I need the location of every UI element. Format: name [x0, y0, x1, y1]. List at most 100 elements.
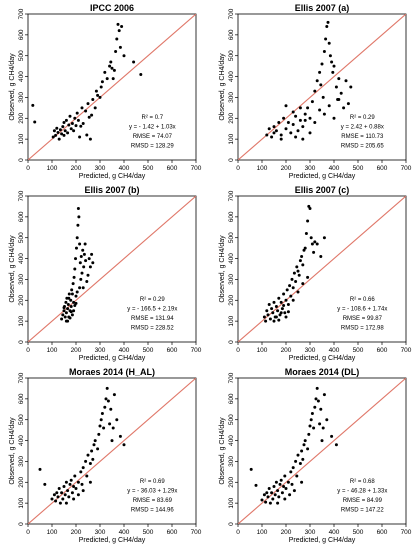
plot-frame: [237, 377, 407, 525]
data-point: [108, 422, 112, 426]
y-tick-label: 600: [18, 211, 25, 222]
y-tick-label: 500: [228, 232, 235, 243]
data-point: [57, 487, 61, 491]
data-point: [306, 219, 310, 223]
y-tick-label: 400: [18, 435, 25, 446]
data-point: [272, 125, 276, 129]
x-axis-label: Predicted, g CH4/day: [289, 173, 356, 180]
data-point: [81, 122, 85, 125]
data-point: [277, 296, 281, 300]
data-point: [98, 424, 102, 428]
data-point: [72, 484, 76, 488]
y-axis-label: Observed, g CH4/day: [219, 417, 226, 485]
data-point: [346, 102, 350, 106]
data-point: [282, 484, 286, 488]
y-tick-label: 100: [18, 133, 25, 144]
x-tick-label: 100: [47, 529, 58, 536]
data-point: [319, 407, 323, 411]
data-point: [68, 482, 72, 486]
x-axis-label: Predicted, g CH4/day: [79, 537, 146, 544]
chart-panel-5: Moraes 2014 (H_AL) 0 100 200 300 400 500 600 700…: [9, 367, 202, 544]
data-point: [291, 123, 295, 127]
data-point: [90, 113, 94, 117]
chart-panel-6: Moraes 2014 (DL) 0 100 200 300 400 500 600 700 0 1…: [219, 367, 412, 544]
data-point: [112, 68, 116, 72]
data-point: [312, 426, 316, 430]
data-point: [322, 112, 326, 116]
data-point: [300, 254, 304, 258]
data-point: [265, 133, 269, 137]
data-point: [274, 480, 278, 484]
data-point: [296, 129, 300, 133]
y-tick-label: 300: [18, 274, 25, 285]
data-point: [292, 489, 296, 493]
data-point: [277, 120, 281, 124]
data-point: [118, 434, 122, 438]
data-point: [72, 497, 76, 501]
x-tick-label: 400: [329, 347, 340, 354]
data-point: [105, 77, 109, 81]
data-point: [262, 493, 266, 497]
data-point: [300, 480, 304, 484]
y-tick-label: 200: [228, 476, 235, 487]
data-point: [73, 267, 77, 271]
data-point: [122, 443, 126, 447]
data-point: [67, 296, 71, 300]
data-point: [103, 70, 107, 74]
x-tick-label: 500: [143, 165, 154, 172]
y-tick-label: 300: [18, 456, 25, 467]
y-tick-label: 400: [18, 71, 25, 82]
data-point: [313, 120, 317, 124]
x-tick-label: 500: [143, 347, 154, 354]
data-point: [289, 131, 293, 135]
data-point: [64, 311, 68, 315]
data-point: [69, 305, 73, 309]
data-point: [72, 309, 76, 313]
data-point: [54, 499, 58, 503]
data-point: [332, 64, 336, 68]
data-point: [296, 290, 300, 294]
data-point: [79, 254, 83, 258]
data-point: [321, 426, 325, 430]
x-tick-label: 600: [167, 529, 178, 536]
data-point: [73, 116, 77, 120]
data-point: [91, 261, 95, 265]
x-tick-label: 0: [26, 529, 30, 536]
stat-line: y = - 166.5 + 2.19x: [127, 307, 177, 313]
x-tick-label: 600: [377, 347, 388, 354]
data-point: [70, 313, 74, 317]
x-tick-label: 200: [71, 529, 82, 536]
data-point: [279, 311, 283, 315]
x-tick-label: 400: [329, 529, 340, 536]
data-point: [319, 83, 323, 87]
data-point: [78, 261, 82, 265]
data-point: [52, 129, 56, 133]
data-point: [313, 240, 317, 244]
data-point: [66, 307, 70, 311]
data-point: [91, 98, 95, 102]
data-point: [115, 418, 119, 422]
data-point: [81, 286, 85, 290]
data-point: [268, 501, 272, 505]
y-tick-label: 400: [228, 435, 235, 446]
data-point: [103, 405, 107, 409]
data-point: [284, 315, 288, 319]
y-tick-label: 600: [228, 393, 235, 404]
data-point: [74, 124, 78, 128]
data-point: [337, 77, 341, 81]
data-point: [274, 305, 278, 309]
data-point: [70, 122, 74, 125]
data-point: [69, 127, 73, 131]
data-point: [43, 482, 47, 486]
data-point: [60, 317, 64, 321]
data-point: [58, 128, 62, 132]
data-point: [265, 491, 269, 495]
data-point: [120, 25, 124, 29]
data-point: [327, 41, 331, 45]
data-point: [115, 37, 119, 41]
data-point: [79, 277, 83, 281]
x-tick-label: 500: [353, 165, 364, 172]
data-point: [55, 491, 59, 495]
y-tick-label: 700: [18, 190, 25, 201]
data-point: [292, 271, 296, 275]
